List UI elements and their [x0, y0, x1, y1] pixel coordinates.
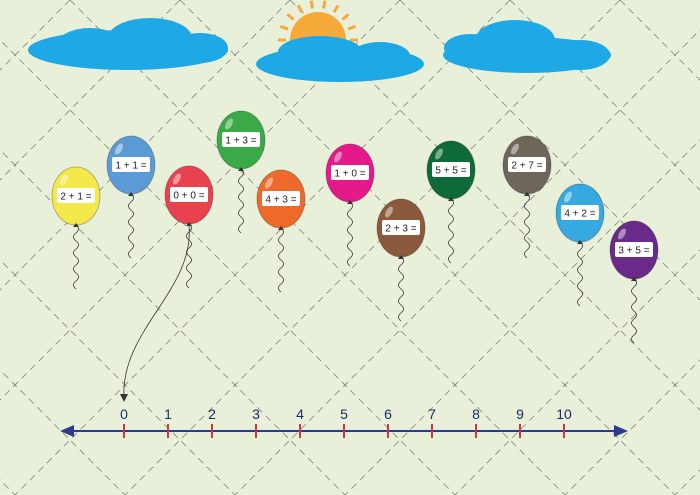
grid-line	[179, 0, 676, 495]
tick-label: 7	[428, 406, 436, 422]
balloon-string	[73, 224, 79, 290]
equation-label: 1 + 0 =	[334, 169, 365, 180]
equation-box	[262, 191, 300, 206]
grid-line	[289, 0, 700, 411]
equation-label: 2 + 1 =	[60, 192, 91, 203]
balloon: 2 + 1 =	[51, 166, 101, 290]
balloon: 4 + 2 =	[555, 183, 605, 307]
equation-box	[561, 205, 599, 220]
balloon-string	[128, 193, 134, 259]
right-arrow-icon	[614, 425, 628, 437]
equation-box	[331, 165, 369, 180]
equation-box	[57, 188, 95, 203]
tick-label: 9	[516, 406, 524, 422]
balloon: 4 + 3 =	[256, 169, 306, 293]
tick-label: 1	[164, 406, 172, 422]
grid-line	[0, 0, 291, 291]
equation-box	[222, 132, 260, 147]
tick-label: 6	[384, 406, 392, 422]
balloon: 5 + 5 =	[426, 140, 476, 264]
grid-line	[234, 29, 700, 495]
grid-line	[344, 139, 700, 495]
equation-box	[432, 162, 470, 177]
balloon-string	[238, 168, 244, 234]
equation-label: 3 + 5 =	[618, 246, 649, 257]
left-arrow-icon	[60, 425, 74, 437]
tick-label: 10	[556, 406, 572, 422]
balloons: 2 + 1 = 1 + 1 = 0 + 0 = 1 + 3 = 4 + 3 = 1 + 0…	[51, 110, 659, 344]
balloon: 0 + 0 =	[164, 165, 214, 289]
balloon-string	[186, 223, 192, 289]
balloon: 3 + 5 =	[609, 220, 659, 344]
cloud-middle	[256, 36, 424, 82]
balloon: 2 + 7 =	[502, 135, 552, 259]
equation-label: 1 + 3 =	[225, 136, 256, 147]
balloon-string	[347, 201, 353, 267]
equation-label: 1 + 1 =	[115, 161, 146, 172]
number-line: 0 1 2 3 4 5 6 7 8 9 10	[60, 406, 628, 438]
equation-box	[615, 242, 653, 257]
balloon-string	[398, 256, 404, 322]
equation-label: 2 + 3 =	[385, 224, 416, 235]
equation-label: 4 + 2 =	[564, 209, 595, 220]
tick-label: 3	[252, 406, 260, 422]
tick-label: 0	[120, 406, 128, 422]
connector-arrow	[123, 224, 190, 399]
equation-box	[382, 220, 420, 235]
equation-label: 4 + 3 =	[265, 195, 296, 206]
grid-line	[0, 149, 346, 495]
tick-label: 5	[340, 406, 348, 422]
cloud-right	[443, 20, 611, 73]
balloon: 1 + 0 =	[325, 143, 375, 267]
equation-box	[112, 157, 150, 172]
balloon: 2 + 3 =	[376, 198, 426, 322]
balloon-string	[448, 198, 454, 264]
equation-box	[508, 157, 546, 172]
tick-label: 2	[208, 406, 216, 422]
balloon-string	[577, 241, 583, 307]
cloud-left	[28, 18, 228, 70]
equation-label: 2 + 7 =	[511, 161, 542, 172]
balloon: 1 + 1 =	[106, 135, 156, 259]
grid-line	[124, 0, 621, 495]
grid-line	[0, 39, 456, 495]
equation-label: 0 + 0 =	[173, 191, 204, 202]
balloon-string	[278, 227, 284, 293]
tick-label: 4	[296, 406, 304, 422]
balloon-string	[524, 193, 530, 259]
balloon: 1 + 3 =	[216, 110, 266, 234]
grid-line	[69, 0, 566, 495]
tick-label: 8	[472, 406, 480, 422]
balloon-string	[631, 278, 637, 344]
grid-line	[0, 0, 401, 401]
arrow-head-icon	[120, 394, 128, 402]
equation-label: 5 + 5 =	[435, 166, 466, 177]
equation-box	[170, 187, 208, 202]
grid-line	[14, 0, 511, 495]
